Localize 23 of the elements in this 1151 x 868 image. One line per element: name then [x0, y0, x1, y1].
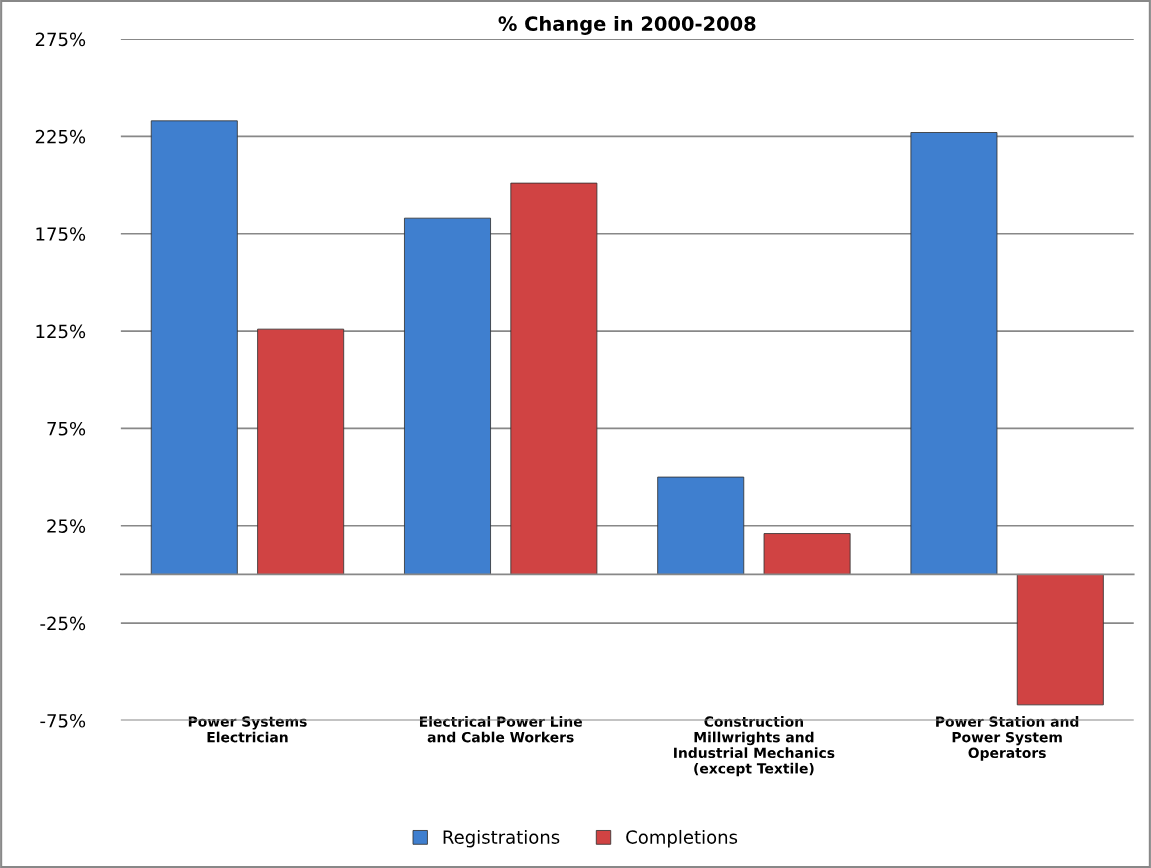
chart-title: % Change in 2000-2008: [498, 15, 756, 35]
y-tick-label: 25%: [47, 519, 86, 533]
bar: [657, 476, 745, 575]
bar: [1016, 574, 1104, 706]
bar: [763, 533, 851, 575]
y-tick-label: 225%: [35, 129, 86, 144]
x-tick-label: Power Systems Electrician: [188, 716, 307, 743]
y-tick-label: 125%: [36, 324, 86, 339]
bar: [404, 217, 491, 575]
y-tick-label: -25%: [40, 616, 86, 631]
x-tick-label: Electrical Power Line and Cable Workers: [419, 716, 582, 743]
bar: [510, 182, 598, 575]
y-tick-label: 275%: [35, 32, 86, 47]
y-tick-label: 175%: [36, 227, 86, 241]
bar: [257, 328, 345, 575]
y-tick-label: -75%: [40, 713, 86, 728]
y-tick-label: 75%: [47, 421, 86, 436]
legend-label: Completions: [626, 829, 738, 848]
bar: [150, 120, 238, 575]
bar: [910, 132, 998, 575]
x-tick-label: Power Station and Power System Operators: [936, 716, 1079, 761]
legend-label: Registrations: [443, 829, 560, 848]
x-tick-label: Construction Millwrights and Industrial Mechanics (except Textile): [674, 716, 835, 777]
